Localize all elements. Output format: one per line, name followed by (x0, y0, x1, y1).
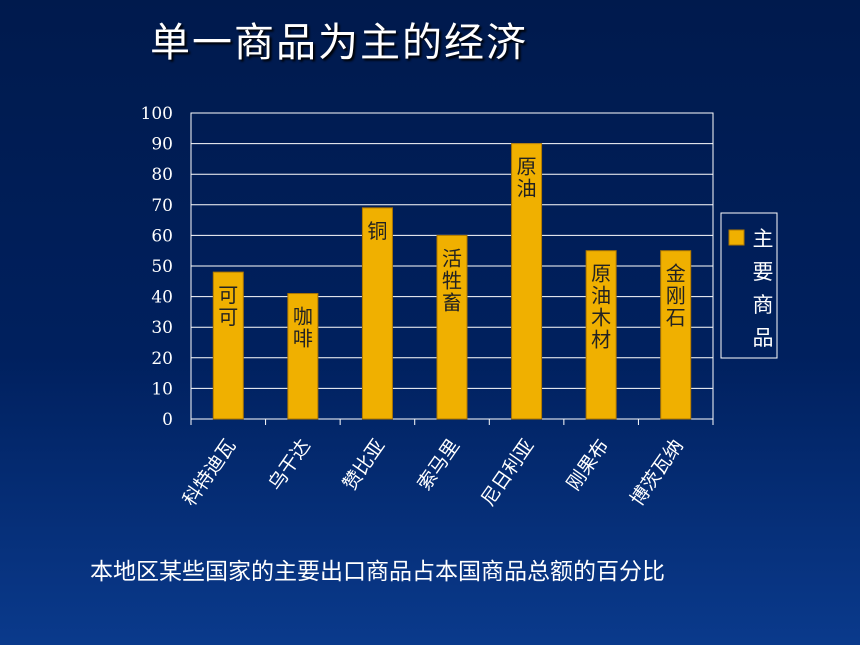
y-tick-label: 80 (151, 165, 173, 185)
legend-label: 主要商品 (753, 227, 774, 350)
bar-博茨瓦纳 (660, 250, 692, 420)
x-tick-label: 尼日利亚 (477, 435, 539, 510)
bar-label: 金刚石 (666, 262, 686, 330)
bar-label: 可可 (218, 283, 238, 329)
y-tick-label: 50 (151, 257, 173, 277)
bar-label: 铜 (367, 219, 387, 243)
bar-索马里 (436, 234, 468, 420)
legend-swatch (728, 229, 745, 246)
chart-caption: 本地区某些国家的主要出口商品占本国商品总额的百分比 (90, 559, 665, 585)
bar-赞比亚 (361, 207, 393, 420)
y-tick-label: 10 (151, 379, 173, 399)
bar-刚果布 (585, 250, 617, 420)
bar-尼日利亚 (511, 143, 543, 420)
legend (720, 212, 778, 359)
x-tick-label: 乌干达 (264, 435, 315, 494)
y-tick-label: 20 (151, 349, 173, 369)
x-tick-label: 索马里 (413, 435, 464, 494)
bar-label: 原油木材 (591, 262, 611, 352)
page-title: 单一商品为主的经济 (150, 20, 528, 66)
x-tick-label: 博茨瓦纳 (626, 435, 688, 510)
bar-label: 原油 (517, 155, 537, 201)
bar-label: 咖啡 (293, 305, 313, 351)
x-tick-label: 科特迪瓦 (179, 435, 241, 510)
y-tick-label: 30 (151, 318, 173, 338)
bar-label: 活牲畜 (442, 246, 462, 314)
y-tick-label: 90 (151, 135, 173, 155)
bar-乌干达 (287, 293, 319, 420)
y-tick-label: 60 (151, 226, 173, 246)
y-tick-label: 0 (162, 410, 173, 430)
x-tick-label: 赞比亚 (339, 435, 390, 494)
bar-科特迪瓦 (212, 271, 244, 420)
y-tick-label: 40 (151, 288, 173, 308)
y-tick-label: 100 (141, 104, 173, 124)
x-tick-label: 刚果布 (563, 435, 614, 494)
y-tick-label: 70 (151, 196, 173, 216)
